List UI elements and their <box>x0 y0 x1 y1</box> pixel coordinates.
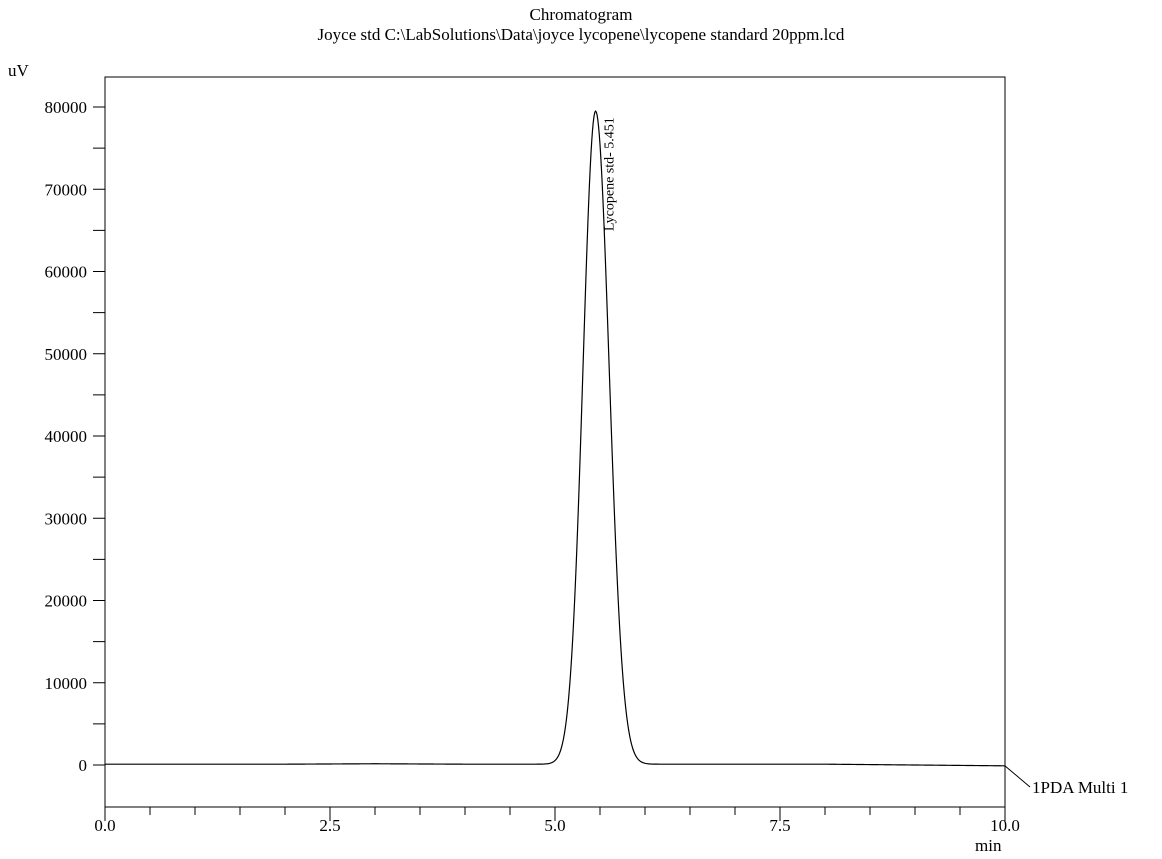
y-tick-label-70000: 70000 <box>45 180 88 199</box>
y-tick-label-0: 0 <box>79 756 88 775</box>
y-tick-label-10000: 10000 <box>45 674 88 693</box>
chart-title: Chromatogram <box>529 5 633 24</box>
chart-subtitle: Joyce std C:\LabSolutions\Data\joyce lyc… <box>317 25 845 44</box>
y-axis-label: uV <box>8 61 30 80</box>
y-tick-label-50000: 50000 <box>45 345 88 364</box>
axes-group: 0 10000 20000 30000 40000 50000 60000 70000 8000… <box>45 98 1020 835</box>
y-tick-label-20000: 20000 <box>45 592 88 611</box>
plot-frame <box>104 76 1006 808</box>
x-tick-label-0: 0.0 <box>94 816 115 835</box>
x-axis-label: min <box>975 836 1002 855</box>
series-line-1pda-multi-1 <box>105 110 1005 767</box>
x-tick-label-5: 5.0 <box>544 816 565 835</box>
legend-leader-line <box>1004 765 1031 788</box>
x-tick-label-2.5: 2.5 <box>319 816 340 835</box>
series-group: Lycopene std- 5.451 <box>105 110 1031 788</box>
series-legend-label: 1PDA Multi 1 <box>1032 778 1128 797</box>
y-tick-label-80000: 80000 <box>45 98 88 117</box>
y-tick-label-40000: 40000 <box>45 427 88 446</box>
x-tick-label-10: 10.0 <box>990 816 1020 835</box>
y-tick-label-60000: 60000 <box>45 263 88 282</box>
x-tick-label-7.5: 7.5 <box>769 816 790 835</box>
y-tick-label-30000: 30000 <box>45 509 88 528</box>
peak-annotation-label: Lycopene std- 5.451 <box>603 117 618 231</box>
